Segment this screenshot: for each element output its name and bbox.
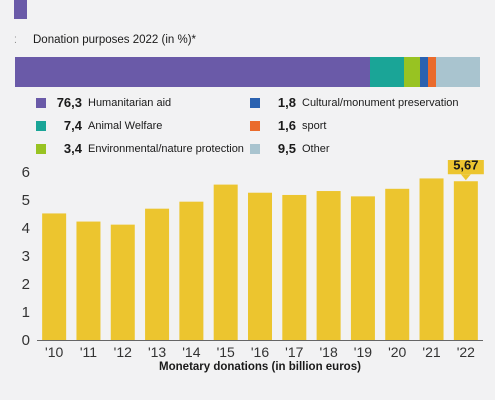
legend-label: sport [302,119,327,132]
bar-17 [282,194,307,340]
x-tick-label: '21 [422,344,440,360]
legend-item-3: 1,8 Cultural/monument preservation [250,95,459,110]
legend-value: 9,5 [277,141,296,156]
stack-segment-1 [369,57,405,87]
bar-18 [316,191,341,340]
bar-15 [213,184,238,340]
footnote-dot-icon: ⁚ [14,35,17,45]
legend-swatch [36,143,46,154]
legend-item-0: 76,3 Humanitarian aid [36,95,171,110]
x-tick-label: '19 [354,344,372,360]
value-callout-pointer [460,174,471,181]
x-tick-label: '14 [182,344,200,360]
legend-item-4: 1,6 sport [250,118,326,133]
bar-11 [76,221,101,340]
bar-16 [248,192,272,340]
x-tick-label: '15 [217,344,235,360]
legend-label: Animal Welfare [88,119,163,132]
x-tick-label: '12 [114,344,132,360]
y-tick-label: 1 [22,304,30,321]
x-tick-label: '11 [80,344,97,360]
legend-value: 1,8 [277,95,296,110]
legend-item-5: 9,5 Other [250,141,330,156]
legend-swatch [250,97,260,108]
bar-22 [453,181,478,340]
legend-label: Other [302,142,330,155]
legend-value: 7,4 [63,118,82,133]
legend-swatch [36,120,46,131]
legend-swatch [250,143,260,154]
legend-value: 3,4 [63,141,82,156]
stack-segment-4 [428,57,436,87]
x-tick-label: '20 [388,344,406,360]
corner-brand-block [14,0,27,19]
y-tick-label: 6 [22,164,30,181]
y-tick-label: 3 [22,248,30,265]
legend-swatch [250,120,260,131]
bar-21 [419,178,444,340]
legend-value: 1,6 [277,118,296,133]
bar-20 [385,188,410,340]
x-tick-label: '16 [251,344,269,360]
bar-13 [145,208,170,340]
x-tick-label: '22 [457,344,475,360]
x-tick-label: '18 [319,344,337,360]
stack-segment-3 [419,57,429,87]
x-tick-label: '10 [45,344,63,360]
stack-segment-0 [15,57,370,87]
legend-value: 76,3 [56,95,82,110]
stack-segment-5 [435,57,480,87]
legend-label: Cultural/monument preservation [302,96,459,109]
legend-swatch [36,97,46,108]
monetary-donations-bar-chart: 0 1 2 3 4 5 6 '10 '11 '12 '13 '14 '15 '16 '17 '18 '19 '20… [22,160,484,373]
x-axis-title: Monetary donations (in billion euros) [159,361,361,373]
y-tick-label: 5 [22,192,30,209]
legend-label: Humanitarian aid [88,96,172,109]
y-tick-label: 2 [22,276,30,293]
donation-purposes-stacked-bar [15,57,480,87]
legend-label: Environmental/nature protection [88,142,244,155]
stack-segment-2 [404,57,420,87]
x-tick-label: '13 [148,344,166,360]
legend-item-2: 3,4 Environmental/nature protection [36,141,244,156]
y-tick-label: 4 [22,220,30,237]
bar-10 [42,213,67,340]
legend-item-1: 7,4 Animal Welfare [36,118,162,133]
bar-12 [110,224,135,340]
bar-19 [350,196,375,340]
value-callout-label: 5,67 [453,160,478,172]
y-tick-label: 0 [22,332,30,349]
value-callout-box [447,160,484,175]
bar-14 [179,201,204,340]
donation-purposes-title: Donation purposes 2022 (in %)* [33,34,197,46]
x-tick-label: '17 [285,344,303,360]
